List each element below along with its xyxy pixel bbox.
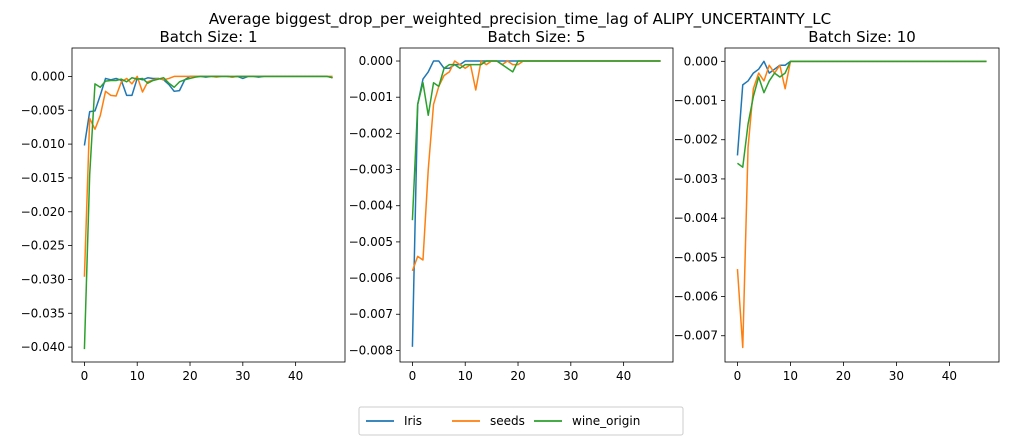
y-tick-label: −0.007 xyxy=(674,329,718,343)
y-tick-label: −0.005 xyxy=(674,250,718,264)
y-tick-label: −0.006 xyxy=(349,271,393,285)
x-tick-label: 30 xyxy=(889,369,904,383)
series-line-seeds xyxy=(83,75,333,277)
subplot-title: Batch Size: 1 xyxy=(159,28,257,46)
y-tick-label: −0.001 xyxy=(349,90,393,104)
x-tick-label: 40 xyxy=(288,369,303,383)
series-line-wine_origin xyxy=(411,60,661,221)
y-tick-label: −0.006 xyxy=(674,290,718,304)
y-tick-label: −0.010 xyxy=(21,137,65,151)
x-tick-label: 40 xyxy=(616,369,631,383)
x-tick-label: 20 xyxy=(836,369,851,383)
subplot-title: Batch Size: 5 xyxy=(487,28,585,46)
series-line-wine_origin xyxy=(737,60,987,168)
y-tick-label: −0.015 xyxy=(21,171,65,185)
figure-suptitle: Average biggest_drop_per_weighted_precis… xyxy=(209,10,831,29)
y-tick-label: −0.008 xyxy=(349,343,393,357)
y-tick-label: −0.035 xyxy=(21,306,65,320)
series-line-seeds xyxy=(411,60,661,272)
y-tick-label: 0.000 xyxy=(684,54,718,68)
y-tick-label: −0.003 xyxy=(674,172,718,186)
y-tick-label: −0.004 xyxy=(349,199,393,213)
x-tick-label: 30 xyxy=(563,369,578,383)
series-line-seeds xyxy=(736,60,987,349)
subplots: Batch Size: 10 10 20 30 400.000−0.005−0.010−… xyxy=(21,28,1000,383)
y-tick-label: −0.040 xyxy=(21,340,65,354)
series-line-Iris xyxy=(411,60,661,347)
y-tick-label: −0.007 xyxy=(349,307,393,321)
y-tick-label: −0.004 xyxy=(674,211,718,225)
legend-label: Iris xyxy=(404,414,422,428)
axes-frame xyxy=(71,47,346,363)
subplot-2: Batch Size: 5 0 10 20 30 40 0.000 −0.001 −0.002 −… xyxy=(349,28,674,383)
x-tick-label: 0 xyxy=(81,369,89,383)
legend-label: seeds xyxy=(490,414,525,428)
y-tick-label: −0.020 xyxy=(21,205,65,219)
subplot-1: Batch Size: 1 0 10 20 30 40 0.000 −0.005 −0.010 −… xyxy=(21,28,346,383)
y-tick-label: −0.025 xyxy=(21,239,65,253)
x-tick-label: 30 xyxy=(235,369,250,383)
series-line-wine_origin xyxy=(83,75,333,350)
series-line-Iris xyxy=(736,60,987,156)
x-tick-label: 10 xyxy=(458,369,473,383)
legend-label: wine_origin xyxy=(572,414,640,428)
y-tick-label: −0.005 xyxy=(349,235,393,249)
y-tick-label: −0.002 xyxy=(674,133,718,147)
y-tick-label: −0.030 xyxy=(21,272,65,286)
y-tick-label: −0.001 xyxy=(674,94,718,108)
subplot-3: Batch Size: 10 0 10 20 30 40 0.000 −0.001 −0.002… xyxy=(674,28,1000,383)
x-tick-label: 20 xyxy=(510,369,525,383)
x-tick-label: 10 xyxy=(130,369,145,383)
x-tick-label: 0 xyxy=(409,369,417,383)
subplot-title: Batch Size: 10 xyxy=(808,28,916,46)
x-tick-label: 10 xyxy=(783,369,798,383)
legend: Iris seeds wine_origin xyxy=(358,406,684,436)
x-tick-label: 0 xyxy=(734,369,742,383)
x-tick-label: 40 xyxy=(942,369,957,383)
legend-box xyxy=(358,406,684,436)
series-line-Iris xyxy=(83,75,333,146)
axes-frame xyxy=(399,47,674,363)
y-tick-label: −0.003 xyxy=(349,163,393,177)
y-tick-label: 0.000 xyxy=(359,54,393,68)
y-tick-label: −0.005 xyxy=(21,103,65,117)
x-tick-label: 20 xyxy=(182,369,197,383)
y-tick-label: −0.002 xyxy=(349,126,393,140)
y-tick-label: 0.000 xyxy=(31,69,65,83)
axes-frame xyxy=(724,47,1000,363)
